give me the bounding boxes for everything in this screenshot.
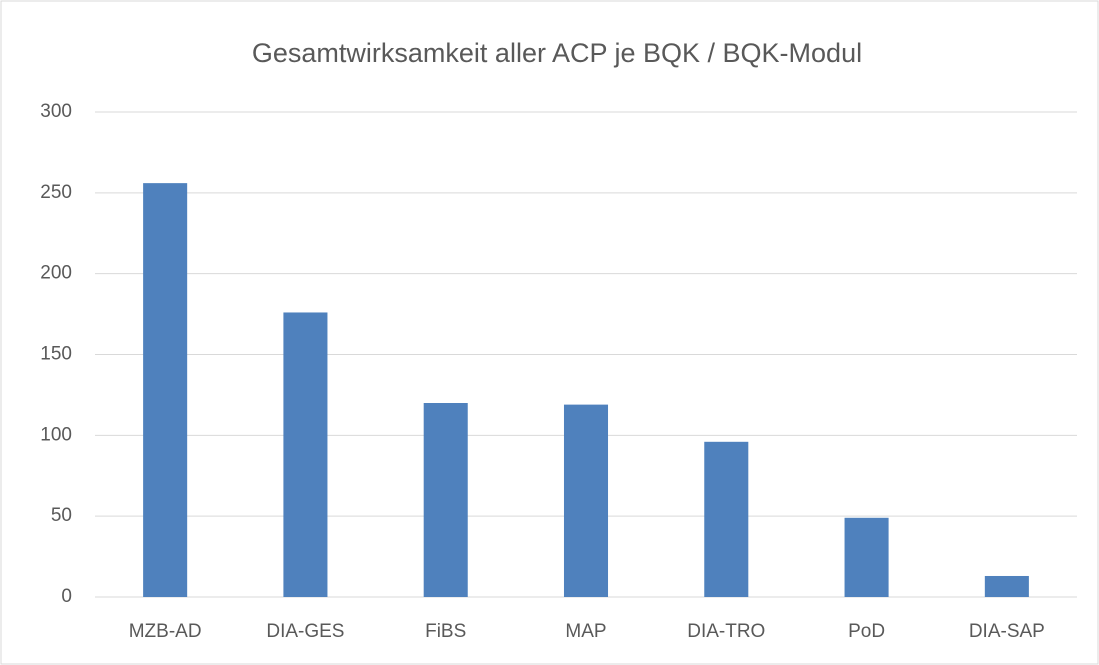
bar bbox=[143, 183, 188, 597]
y-tick-label: 100 bbox=[40, 424, 72, 445]
bar bbox=[423, 403, 468, 597]
x-tick-label: FiBS bbox=[425, 621, 466, 642]
x-tick-label: PoD bbox=[848, 621, 885, 642]
chart-title: Gesamtwirksamkeit aller ACP je BQK / BQK… bbox=[252, 38, 862, 68]
y-tick-label: 200 bbox=[40, 263, 72, 284]
x-tick-label: DIA-GES bbox=[266, 621, 344, 642]
bar bbox=[704, 441, 749, 597]
y-tick-label: 300 bbox=[40, 101, 72, 122]
bar bbox=[844, 517, 889, 597]
y-tick-label: 50 bbox=[51, 505, 72, 526]
x-tick-label: MZB-AD bbox=[129, 621, 202, 642]
bar bbox=[984, 575, 1029, 597]
x-tick-label: DIA-TRO bbox=[687, 621, 765, 642]
x-tick-label: DIA-SAP bbox=[969, 621, 1045, 642]
bar bbox=[283, 312, 328, 597]
y-tick-label: 0 bbox=[61, 586, 72, 607]
x-tick-label: MAP bbox=[565, 621, 606, 642]
bar bbox=[563, 404, 609, 597]
y-tick-label: 250 bbox=[40, 182, 72, 203]
y-tick-label: 150 bbox=[40, 344, 72, 365]
